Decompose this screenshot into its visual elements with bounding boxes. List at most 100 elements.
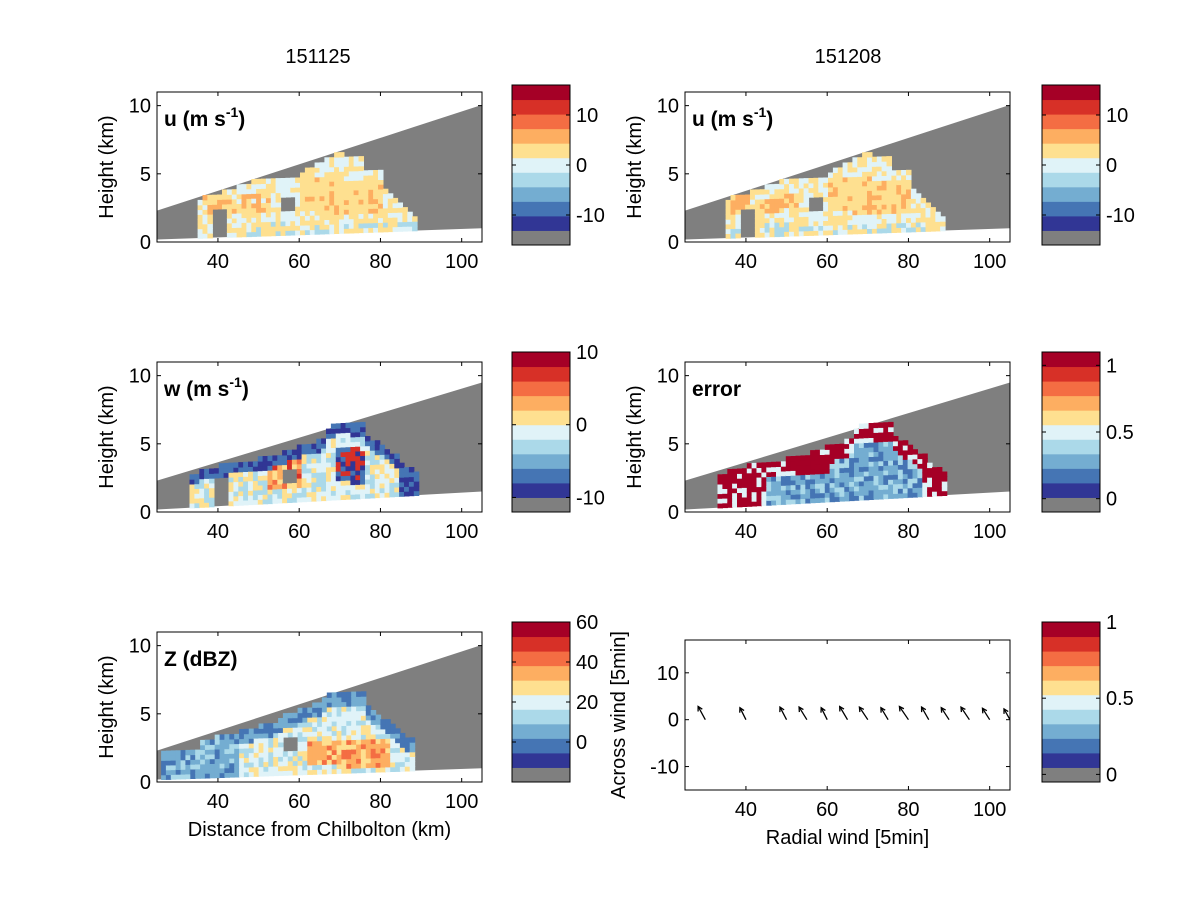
data-cell (754, 203, 761, 210)
data-cell (370, 719, 377, 725)
data-cell (844, 476, 850, 483)
data-cell (253, 747, 260, 753)
data-cell (292, 722, 299, 728)
data-cell (339, 204, 345, 210)
data-cell (317, 731, 323, 737)
y-tick-label: 5 (140, 164, 151, 186)
data-cell (881, 165, 888, 172)
data-cell (257, 461, 264, 467)
data-cell (878, 441, 884, 447)
colorbar-swatch (512, 636, 570, 652)
colorbar: 100-10 (511, 342, 605, 513)
data-cell (920, 217, 927, 223)
data-cell (805, 459, 811, 466)
data-cell (766, 486, 772, 492)
data-cell (798, 187, 805, 194)
data-cell (395, 752, 401, 758)
data-cell (857, 181, 863, 187)
data-cell (329, 185, 335, 192)
data-cell (234, 772, 240, 778)
data-cell (321, 448, 327, 454)
data-cell (886, 170, 892, 176)
data-cell (307, 707, 313, 713)
colorbar-swatch (512, 157, 570, 173)
data-cell (815, 464, 821, 470)
data-cell (296, 463, 303, 469)
data-cell (292, 727, 299, 733)
colorbar-swatch (1042, 85, 1100, 101)
colorbar-swatch (512, 172, 570, 188)
data-cell (839, 458, 845, 464)
data-cell (270, 183, 277, 189)
data-cell (789, 212, 795, 218)
data-cell (307, 764, 313, 771)
data-cell (214, 763, 221, 769)
data-cell (241, 198, 247, 204)
data-cell (278, 765, 284, 772)
data-cell (195, 773, 201, 779)
data-cell (239, 738, 245, 744)
data-cell (374, 468, 381, 475)
data-cell (290, 230, 296, 236)
data-cell (408, 490, 415, 497)
data-cell (257, 489, 264, 495)
data-cell (345, 422, 351, 429)
data-cell (759, 232, 766, 238)
data-cell (780, 489, 787, 496)
data-cell (813, 230, 819, 236)
data-cell (282, 464, 288, 470)
data-cell (365, 464, 371, 470)
data-cell (779, 231, 785, 237)
data-cell (849, 448, 855, 454)
data-cell (891, 175, 897, 181)
colorbar-swatch (512, 410, 570, 426)
data-cell (368, 217, 374, 224)
data-cell (262, 465, 269, 471)
data-cell (209, 478, 215, 484)
data-cell (793, 188, 800, 194)
panel-label-main: u (m s (692, 108, 754, 131)
data-cell (309, 176, 316, 183)
data-cell (229, 743, 235, 749)
data-cell (399, 477, 405, 483)
data-cell (761, 486, 767, 492)
data-cell (224, 772, 230, 778)
data-cell (854, 495, 860, 501)
data-cell (829, 468, 836, 474)
data-cell (314, 195, 321, 202)
colorbar-swatch (1042, 767, 1100, 783)
data-cell (321, 443, 327, 449)
data-cell (795, 470, 801, 476)
data-cell (837, 186, 844, 192)
data-cell (737, 473, 743, 479)
data-cell (776, 490, 782, 496)
data-cell (404, 491, 410, 497)
data-cell (251, 207, 257, 213)
data-cell (917, 487, 923, 493)
data-cell (805, 488, 811, 494)
data-cell (202, 214, 208, 220)
data-cell (725, 204, 732, 211)
data-cell (842, 191, 849, 197)
data-cell (321, 702, 328, 708)
data-cell (771, 476, 777, 482)
data-cell (732, 468, 738, 475)
data-cell (829, 463, 836, 469)
data-cell (257, 470, 264, 476)
x-tick-label: 100 (973, 521, 1006, 543)
data-cell (272, 455, 278, 461)
data-cell (737, 478, 743, 484)
data-cell (345, 437, 351, 443)
data-cell (823, 220, 829, 226)
y-tick-label: 10 (657, 366, 679, 388)
data-cell (810, 493, 816, 499)
data-cell (404, 737, 411, 743)
data-cell (862, 166, 868, 172)
data-cell (858, 495, 865, 501)
data-cell (219, 739, 226, 745)
data-cell (297, 765, 304, 771)
data-cell (803, 206, 810, 213)
data-cell (741, 468, 748, 474)
data-cell (906, 198, 912, 204)
data-cell (394, 491, 400, 497)
